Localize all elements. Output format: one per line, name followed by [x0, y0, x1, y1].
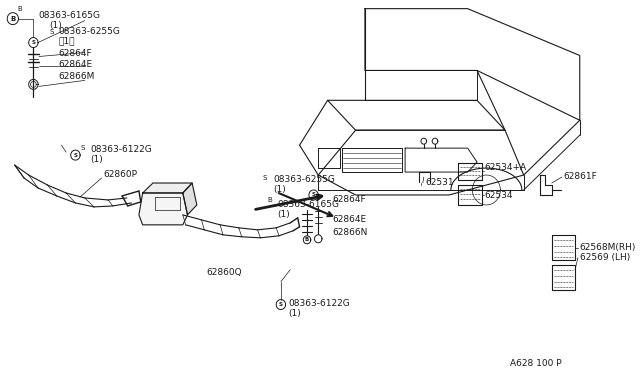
- Polygon shape: [183, 183, 197, 215]
- Polygon shape: [139, 193, 188, 225]
- Text: S: S: [263, 175, 267, 181]
- Text: 08363-6255G: 08363-6255G: [59, 26, 120, 36]
- Text: 62866N: 62866N: [332, 228, 367, 237]
- Text: B: B: [17, 6, 22, 12]
- Text: B: B: [268, 197, 272, 203]
- Polygon shape: [309, 190, 318, 200]
- Polygon shape: [303, 236, 311, 244]
- Text: 62866M: 62866M: [59, 73, 95, 81]
- Text: 08363-6122G: 08363-6122G: [289, 299, 350, 308]
- Text: 62864E: 62864E: [332, 215, 366, 224]
- Text: 08363-6165G: 08363-6165G: [277, 200, 339, 209]
- Text: 62534: 62534: [484, 191, 513, 200]
- Polygon shape: [432, 138, 438, 144]
- Text: 62534+A: 62534+A: [484, 163, 527, 172]
- Polygon shape: [458, 163, 482, 180]
- Text: S: S: [81, 145, 85, 151]
- Text: 62861F: 62861F: [563, 172, 596, 181]
- Text: S: S: [31, 40, 35, 45]
- Text: S: S: [74, 153, 77, 158]
- Text: 08363-6255G: 08363-6255G: [273, 175, 335, 184]
- Text: 62864E: 62864E: [59, 61, 93, 70]
- Text: 62569 (LH): 62569 (LH): [580, 253, 630, 262]
- Text: 62864F: 62864F: [332, 195, 366, 204]
- Text: B: B: [305, 237, 309, 242]
- Text: 62860Q: 62860Q: [206, 268, 242, 277]
- Text: 62864F: 62864F: [59, 48, 92, 58]
- Polygon shape: [71, 150, 80, 160]
- Text: 08363-6122G: 08363-6122G: [90, 145, 152, 154]
- Polygon shape: [143, 183, 192, 193]
- Text: （1）: （1）: [59, 36, 75, 45]
- Text: (1): (1): [49, 20, 62, 30]
- Polygon shape: [552, 235, 575, 260]
- Text: B: B: [10, 16, 15, 22]
- Text: S: S: [50, 29, 54, 35]
- Polygon shape: [276, 299, 285, 310]
- Text: (1): (1): [277, 210, 290, 219]
- Polygon shape: [7, 13, 19, 25]
- Text: 62568M(RH): 62568M(RH): [580, 243, 636, 252]
- Text: S: S: [312, 192, 316, 198]
- Text: (1): (1): [90, 155, 103, 164]
- Polygon shape: [314, 235, 322, 243]
- Polygon shape: [552, 265, 575, 290]
- Text: (1): (1): [273, 185, 286, 194]
- Text: 62531: 62531: [426, 178, 454, 187]
- Polygon shape: [421, 138, 427, 144]
- Polygon shape: [29, 38, 38, 48]
- Text: 08363-6165G: 08363-6165G: [38, 11, 100, 20]
- Text: A628 100 P: A628 100 P: [509, 359, 561, 368]
- Text: S: S: [279, 302, 283, 307]
- Text: 62860P: 62860P: [104, 170, 138, 179]
- Polygon shape: [458, 185, 482, 205]
- Text: (1): (1): [289, 308, 301, 318]
